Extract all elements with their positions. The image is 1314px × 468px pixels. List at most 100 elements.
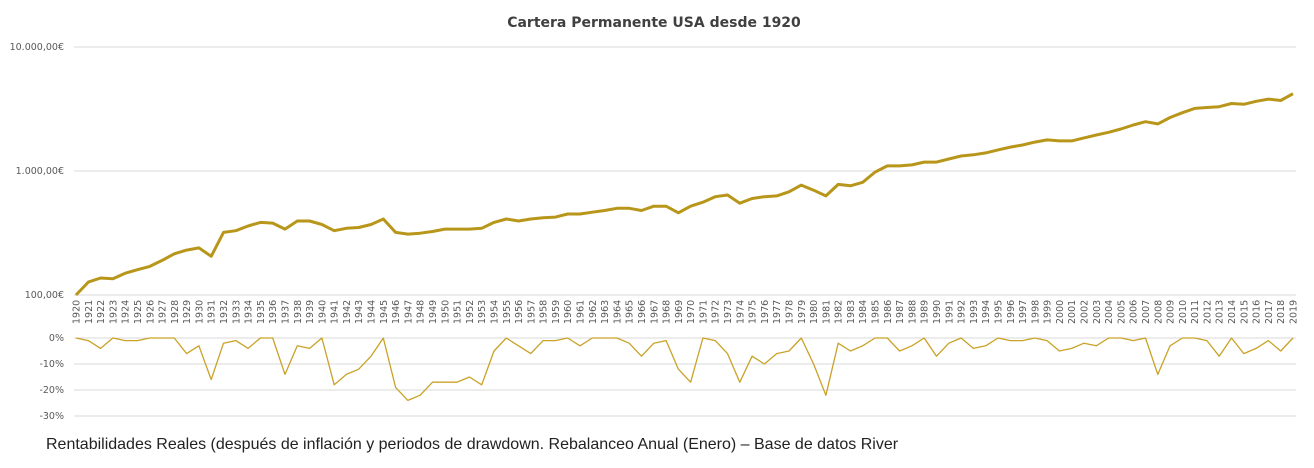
- x-tick-label: 1983: [846, 300, 857, 324]
- x-tick-label: 2002: [1080, 300, 1091, 324]
- x-tick-label: 1970: [686, 300, 697, 324]
- x-tick-label: 1939: [305, 300, 316, 324]
- x-tick-label: 1944: [367, 300, 378, 324]
- x-tick-label: 1987: [895, 300, 906, 324]
- x-tick-label: 1978: [784, 300, 795, 324]
- y-tick-label: -10%: [39, 359, 64, 370]
- x-tick-label: 1992: [957, 300, 968, 324]
- x-tick-label: 1995: [993, 300, 1004, 324]
- x-tick-label: 1974: [735, 300, 746, 324]
- x-tick-label: 1990: [932, 300, 943, 324]
- x-tick-label: 1986: [883, 300, 894, 324]
- x-tick-label: 1961: [576, 300, 587, 324]
- x-tick-label: 1921: [84, 300, 95, 324]
- x-tick-label: 2010: [1178, 300, 1189, 324]
- x-tick-label: 1972: [711, 300, 722, 324]
- x-tick-label: 1955: [502, 300, 513, 324]
- drawdown-line: [75, 337, 1294, 402]
- x-tick-label: 1998: [1030, 300, 1041, 324]
- x-tick-label: 1989: [920, 300, 931, 324]
- x-tick-label: 2005: [1116, 300, 1127, 324]
- x-tick-label: 1952: [465, 300, 476, 324]
- x-tick-label: 1965: [625, 300, 636, 324]
- x-tick-label: 2018: [1276, 300, 1287, 324]
- x-tick-label: 1924: [121, 300, 132, 324]
- x-tick-label: 2019: [1289, 300, 1300, 324]
- x-tick-label: 1948: [416, 300, 427, 324]
- x-tick-label: 1946: [391, 300, 402, 324]
- x-tick-label: 1945: [379, 300, 390, 324]
- y-tick-label: -20%: [39, 385, 64, 396]
- x-tick-label: 1997: [1018, 300, 1029, 324]
- x-tick-label: 2015: [1239, 300, 1250, 324]
- x-tick-label: 1942: [342, 300, 353, 324]
- x-tick-label: 2008: [1153, 300, 1164, 324]
- x-tick-label: 1985: [871, 300, 882, 324]
- x-tick-label: 1922: [96, 300, 107, 324]
- x-tick-label: 1947: [403, 300, 414, 324]
- x-tick-label: 1950: [440, 300, 451, 324]
- x-tick-label: 2006: [1129, 300, 1140, 324]
- y-tick-label: 100,00€: [25, 290, 64, 301]
- x-tick-label: 1932: [219, 300, 230, 324]
- x-tick-label: 1935: [256, 300, 267, 324]
- y-tick-label: 1.000,00€: [16, 166, 64, 177]
- x-tick-label: 1964: [612, 300, 623, 324]
- x-tick-label: 2000: [1055, 300, 1066, 324]
- y-tick-label: -30%: [39, 411, 64, 422]
- x-tick-label: 1938: [293, 300, 304, 324]
- chart-title: Cartera Permanente USA desde 1920: [507, 15, 801, 31]
- x-tick-label: 1931: [207, 300, 218, 324]
- x-tick-label: 1954: [489, 300, 500, 324]
- portfolio-value-line: [74, 92, 1294, 297]
- caption: Rentabilidades Reales (después de inflac…: [46, 436, 899, 453]
- x-tick-label: 1930: [194, 300, 205, 324]
- x-tick-label: 1977: [772, 300, 783, 324]
- x-tick-label: 2011: [1190, 300, 1201, 324]
- x-tick-label: 2017: [1264, 300, 1275, 324]
- x-tick-label: 1920: [72, 300, 83, 324]
- x-tick-label: 1960: [563, 300, 574, 324]
- x-tick-label: 1988: [907, 300, 918, 324]
- x-tick-label: 2009: [1166, 300, 1177, 324]
- x-tick-label: 1926: [145, 300, 156, 324]
- x-tick-label: 1940: [317, 300, 328, 324]
- x-tick-label: 1991: [944, 300, 955, 324]
- x-tick-label: 1968: [662, 300, 673, 324]
- x-tick-label: 1984: [858, 300, 869, 324]
- y-tick-label: 0%: [49, 333, 64, 344]
- x-tick-label: 1999: [1043, 300, 1054, 324]
- x-tick-label: 1927: [158, 300, 169, 324]
- x-tick-label: 1959: [551, 300, 562, 324]
- x-tick-label: 1936: [268, 300, 279, 324]
- x-tick-label: 1951: [453, 300, 464, 324]
- x-tick-label: 1928: [170, 300, 181, 324]
- x-tick-label: 2003: [1092, 300, 1103, 324]
- x-tick-label: 1975: [748, 300, 759, 324]
- x-tick-label: 1957: [526, 300, 537, 324]
- x-tick-label: 1933: [231, 300, 242, 324]
- x-tick-label: 1971: [698, 300, 709, 324]
- x-tick-label: 1994: [981, 300, 992, 324]
- x-tick-label: 2014: [1227, 300, 1238, 324]
- x-tick-label: 1967: [649, 300, 660, 324]
- x-tick-label: 1934: [244, 300, 255, 324]
- x-tick-label: 2001: [1067, 300, 1078, 324]
- x-tick-label: 1963: [600, 300, 611, 324]
- x-tick-label: 1923: [108, 300, 119, 324]
- x-tick-label: 1979: [797, 300, 808, 324]
- y-tick-label: 10.000,00€: [10, 42, 64, 53]
- x-tick-label: 1996: [1006, 300, 1017, 324]
- x-tick-label: 1982: [834, 300, 845, 324]
- x-tick-label: 1993: [969, 300, 980, 324]
- x-tick-label: 1969: [674, 300, 685, 324]
- x-tick-label: 2012: [1202, 300, 1213, 324]
- x-tick-label: 2007: [1141, 300, 1152, 324]
- x-tick-label: 1958: [539, 300, 550, 324]
- x-tick-label: 1962: [588, 300, 599, 324]
- x-tick-label: 2013: [1215, 300, 1226, 324]
- x-tick-label: 2004: [1104, 300, 1115, 324]
- x-tick-label: 1929: [182, 300, 193, 324]
